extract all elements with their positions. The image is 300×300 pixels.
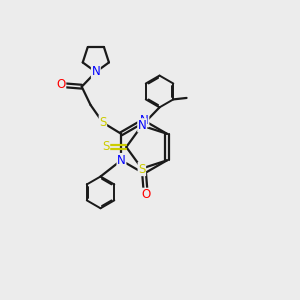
- Text: N: N: [92, 65, 100, 79]
- Text: O: O: [141, 188, 150, 201]
- Text: S: S: [138, 163, 146, 176]
- Text: S: S: [99, 116, 106, 128]
- Text: O: O: [56, 78, 66, 92]
- Text: N: N: [138, 119, 146, 132]
- Text: S: S: [102, 140, 110, 153]
- Text: N: N: [140, 114, 149, 127]
- Text: N: N: [117, 154, 126, 166]
